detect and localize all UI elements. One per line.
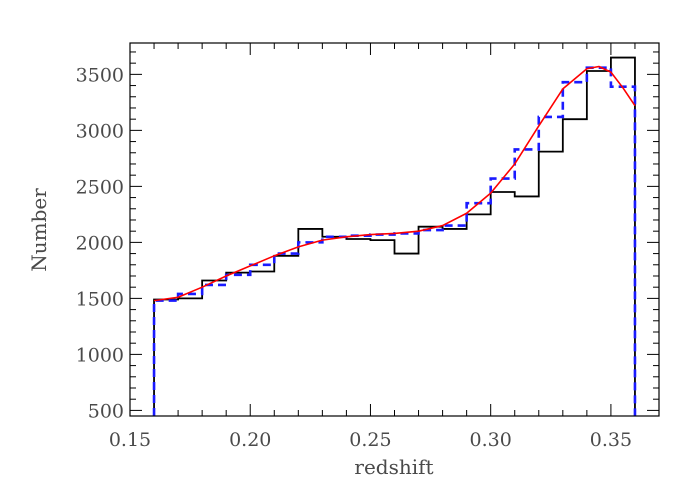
y-tick-label: 500 — [88, 400, 124, 422]
x-tick-label: 0.35 — [590, 429, 632, 451]
y-tick-label: 1500 — [76, 288, 124, 310]
y-tick-labels: 500 1000 1500 2000 2500 3000 3500 — [76, 64, 124, 422]
x-tick-label: 0.15 — [109, 429, 151, 451]
y-tick-label: 3000 — [76, 120, 124, 142]
series-0-line — [153, 56, 636, 416]
x-tick-label: 0.25 — [349, 429, 391, 451]
y-tick-label: 1000 — [76, 344, 124, 366]
x-axis-label: redshift — [354, 455, 433, 479]
y-axis-label: Number — [27, 188, 51, 272]
plot-series — [152, 56, 637, 416]
x-tick-label: 0.20 — [229, 429, 271, 451]
tick-marks — [129, 43, 660, 416]
x-tick-label: 0.30 — [470, 429, 512, 451]
y-tick-label: 2000 — [76, 232, 124, 254]
y-tick-label: 2500 — [76, 176, 124, 198]
plot-frame — [129, 42, 660, 417]
x-tick-labels: 0.15 0.20 0.25 0.30 0.35 — [109, 429, 632, 451]
series-2-line — [153, 65, 636, 302]
y-tick-label: 3500 — [76, 64, 124, 86]
